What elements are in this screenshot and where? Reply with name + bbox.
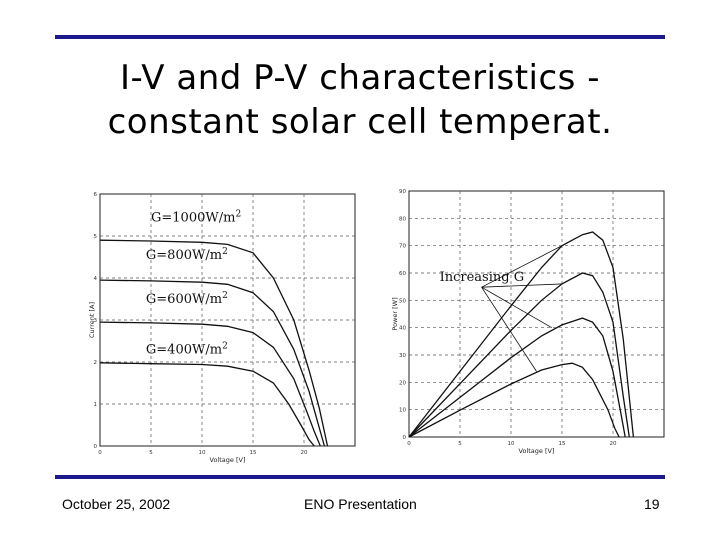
series-line-1 xyxy=(408,231,635,438)
x-tick-label: 5 xyxy=(149,450,153,456)
y-tick-label: 0 xyxy=(94,444,98,450)
footer-rule xyxy=(55,475,665,479)
y-tick-label: 90 xyxy=(399,189,406,195)
y-axis-label: Power [W] xyxy=(391,297,399,330)
x-tick-label: 5 xyxy=(458,441,462,447)
x-axis-label: Voltage [V] xyxy=(210,456,246,464)
plot-frame xyxy=(408,190,665,438)
arrow-line xyxy=(481,286,552,329)
series-line-1 xyxy=(99,239,329,447)
irradiance-label-text: G=400W/m xyxy=(146,343,222,358)
footer-page-number: 19 xyxy=(644,496,660,512)
irradiance-label-text: G=600W/m xyxy=(146,292,222,307)
pv-chart: 0 5 10 15 20 0 10 20 30 40 50 60 70 80 90 Voltage [V] Po… xyxy=(391,189,665,455)
slide-title: I-V and P-V characteristics - constant s… xyxy=(0,56,720,144)
slide-title-line-1: I-V and P-V characteristics - xyxy=(120,58,600,98)
y-tick-label: 20 xyxy=(399,380,406,386)
arrow-line xyxy=(481,283,563,288)
irradiance-label-superscript: 2 xyxy=(235,209,241,219)
y-tick-label: 30 xyxy=(399,353,406,359)
irradiance-label: G=1000W/m2 xyxy=(151,209,241,225)
y-tick-label: 5 xyxy=(94,234,98,240)
y-tick-label: 2 xyxy=(94,360,98,366)
series-line-2 xyxy=(99,279,326,447)
series-line-3 xyxy=(99,321,321,447)
y-axis-label: Current [A] xyxy=(88,302,96,338)
irradiance-label-superscript: 2 xyxy=(222,291,228,301)
series-line-2 xyxy=(408,272,630,438)
irradiance-label: G=600W/m2 xyxy=(146,291,228,307)
x-tick-label: 15 xyxy=(559,441,566,447)
y-tick-label: 3 xyxy=(94,318,98,324)
y-tick-label: 1 xyxy=(94,402,98,408)
arrow-line xyxy=(481,286,537,372)
y-tick-label: 0 xyxy=(403,435,407,441)
x-tick-label: 20 xyxy=(610,441,617,447)
series-line-4 xyxy=(408,362,620,438)
y-tick-label: 50 xyxy=(399,298,406,304)
x-tick-label: 0 xyxy=(407,441,411,447)
x-tick-label: 10 xyxy=(508,441,515,447)
y-tick-label: 80 xyxy=(399,216,406,222)
y-tick-label: 10 xyxy=(399,408,406,414)
y-tick-label: 6 xyxy=(94,192,98,198)
irradiance-label-text: G=1000W/m xyxy=(151,210,235,225)
y-tick-label: 60 xyxy=(399,271,406,277)
series-line-4 xyxy=(99,362,315,447)
irradiance-label: G=800W/m2 xyxy=(146,247,228,263)
irradiance-label-superscript: 2 xyxy=(222,247,228,257)
arrow-line xyxy=(481,245,563,288)
series-line-3 xyxy=(408,317,626,438)
increasing-g-label: Increasing G xyxy=(440,270,524,285)
iv-chart: 0 5 10 15 20 0 1 2 3 4 5 6 Voltage [V] Current [A] G=1… xyxy=(88,192,356,464)
footer-date: October 25, 2002 xyxy=(62,496,171,512)
irradiance-label-text: G=800W/m xyxy=(146,248,222,263)
x-tick-label: 10 xyxy=(199,450,206,456)
title-rule-top xyxy=(55,35,665,39)
y-tick-label: 4 xyxy=(94,276,98,282)
x-tick-label: 0 xyxy=(98,450,102,456)
x-tick-label: 20 xyxy=(301,450,308,456)
y-tick-label: 70 xyxy=(399,244,406,250)
x-tick-label: 15 xyxy=(250,450,257,456)
slide-title-line-2: constant solar cell temperat. xyxy=(107,102,613,142)
y-tick-label: 40 xyxy=(399,326,406,332)
irradiance-label: G=400W/m2 xyxy=(146,342,228,358)
footer-presentation: ENO Presentation xyxy=(304,496,417,512)
irradiance-label-superscript: 2 xyxy=(222,342,228,352)
x-axis-label: Voltage [V] xyxy=(519,447,555,455)
